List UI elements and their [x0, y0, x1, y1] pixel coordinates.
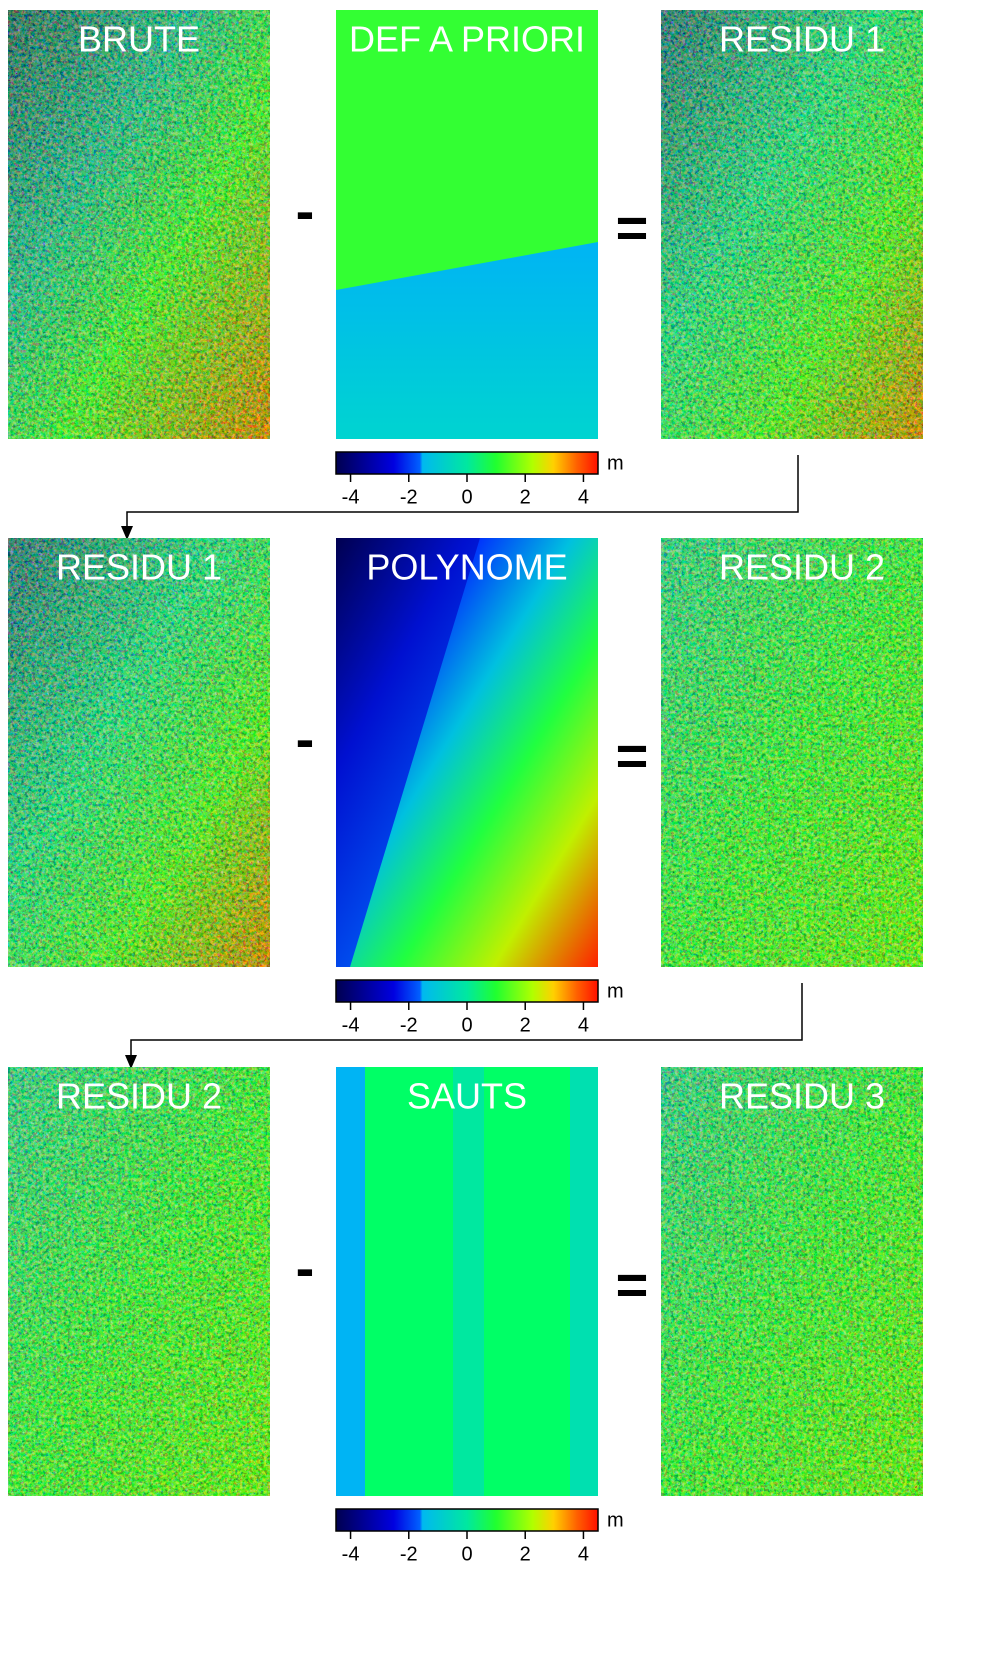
- panel-title: RESIDU 3: [719, 1076, 885, 1117]
- colorbar-tick-label: -2: [400, 1014, 418, 1036]
- panel-noise: [8, 10, 270, 439]
- colorbar-tick-label: 2: [520, 1014, 531, 1036]
- colorbar: [335, 1508, 599, 1532]
- equals-sign: =: [616, 196, 649, 259]
- minus-sign: -: [296, 707, 315, 770]
- panel-image: [336, 1067, 365, 1496]
- minus-sign: -: [296, 179, 315, 242]
- panel-title: RESIDU 2: [56, 1076, 222, 1117]
- panel-image: [453, 1067, 484, 1496]
- arrow-head: [125, 1055, 137, 1069]
- panel-noise: [8, 538, 270, 967]
- row: BRUTE DEF A PRIORI RESIDU 1 - = m -4 -2 0 2 4: [8, 10, 923, 540]
- panel-title: DEF A PRIORI: [349, 19, 585, 60]
- row: RESIDU 2 SAUTS RESIDU 3 - = m -4 -2 0 2 4: [8, 1067, 923, 1565]
- panel-image: [570, 1067, 598, 1496]
- minus-sign: -: [296, 1236, 315, 1299]
- colorbar-tick-label: -4: [342, 1543, 360, 1565]
- panel-title: SAUTS: [407, 1076, 527, 1117]
- colorbar-unit: m: [607, 980, 624, 1002]
- colorbar: [335, 451, 599, 475]
- panel-noise: [661, 10, 923, 439]
- equals-sign: =: [616, 1253, 649, 1316]
- colorbar-tick-label: -2: [400, 486, 418, 508]
- arrow-head: [121, 526, 133, 540]
- colorbar-tick-label: 2: [520, 1543, 531, 1565]
- colorbar-tick-label: 0: [461, 1014, 472, 1036]
- colorbar-tick-label: -4: [342, 486, 360, 508]
- panel-image: [365, 1067, 453, 1496]
- panel-noise: [661, 538, 923, 967]
- colorbar-unit: m: [607, 1509, 624, 1531]
- colorbar-tick-label: 4: [578, 1543, 589, 1565]
- panel-title: RESIDU 1: [56, 547, 222, 588]
- colorbar-tick-label: 2: [520, 486, 531, 508]
- panel-title: BRUTE: [78, 19, 200, 60]
- flow-arrow: [126, 455, 799, 530]
- colorbar-tick-label: -4: [342, 1014, 360, 1036]
- flow-arrow: [130, 983, 803, 1059]
- panel-title: POLYNOME: [366, 547, 567, 588]
- colorbar: [335, 979, 599, 1003]
- colorbar-tick-label: 0: [461, 1543, 472, 1565]
- panel-image: [336, 538, 480, 967]
- colorbar-tick-label: -2: [400, 1543, 418, 1565]
- row: RESIDU 1 POLYNOME RESIDU 2 - = m -4 -2 0 2 4: [8, 538, 923, 1069]
- panel-noise: [661, 1067, 923, 1496]
- colorbar-tick-label: 0: [461, 486, 472, 508]
- panel-title: RESIDU 1: [719, 19, 885, 60]
- panel-noise: [8, 1067, 270, 1496]
- equals-sign: =: [616, 724, 649, 787]
- panel-image: [336, 242, 598, 439]
- panels: BRUTE DEF A PRIORI RESIDU 1- =m-4 -2 0 2 4RESID…: [8, 10, 923, 1565]
- colorbar-tick-label: 4: [578, 1014, 589, 1036]
- panel-image: [484, 1067, 570, 1496]
- colorbar-tick-label: 4: [578, 486, 589, 508]
- panel-title: RESIDU 2: [719, 547, 885, 588]
- colorbar-unit: m: [607, 452, 624, 474]
